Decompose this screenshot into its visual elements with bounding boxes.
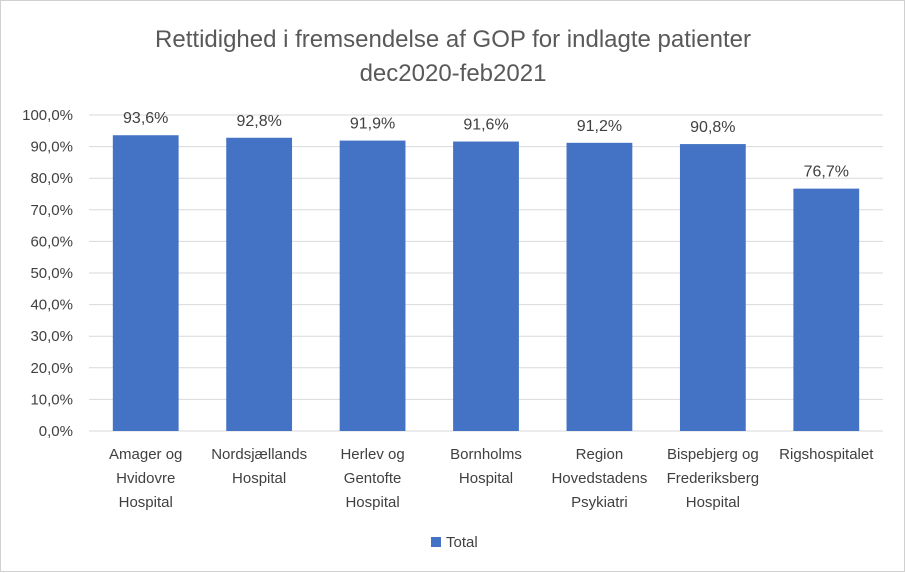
category-label-5-line-1: Frederiksberg bbox=[667, 470, 760, 487]
category-label-1-line-1: Hospital bbox=[232, 470, 286, 487]
category-label-0-line-0: Amager og bbox=[109, 446, 182, 463]
y-tick-label-40: 40,0% bbox=[30, 297, 73, 314]
data-label-5: 90,8% bbox=[690, 119, 735, 136]
category-label-3: Bornholms Hospital bbox=[450, 446, 522, 487]
data-labels: 93,6% 92,8% 91,9% 91,6% 91,2% 90,8% 76,7% bbox=[123, 110, 849, 180]
y-tick-label-70: 70,0% bbox=[30, 202, 73, 219]
category-label-2-line-0: Herlev og bbox=[340, 446, 404, 463]
data-label-6: 76,7% bbox=[804, 164, 849, 181]
bar-5 bbox=[679, 144, 746, 431]
data-label-1: 92,8% bbox=[236, 113, 281, 130]
data-label-0: 93,6% bbox=[123, 110, 168, 127]
y-tick-label-50: 50,0% bbox=[30, 265, 73, 282]
category-label-2: Herlev og Gentofte Hospital bbox=[340, 446, 404, 511]
y-tick-label-0: 0,0% bbox=[39, 423, 73, 440]
y-tick-label-90: 90,0% bbox=[30, 139, 73, 156]
category-label-6-line-0: Rigshospitalet bbox=[779, 446, 874, 463]
category-label-0-line-2: Hospital bbox=[119, 494, 173, 511]
category-label-2-line-2: Hospital bbox=[345, 494, 399, 511]
y-axis-ticks: 0,0% 10,0% 20,0% 30,0% 40,0% 50,0% 60,0% 70,0% 8… bbox=[22, 107, 73, 440]
category-label-4: Region Hovedstadens Psykiatri bbox=[551, 446, 647, 511]
category-label-5-line-0: Bispebjerg og bbox=[667, 446, 759, 463]
category-labels: Amager og Hvidovre Hospital Nordsjællands Ho… bbox=[109, 446, 874, 511]
category-label-0: Amager og Hvidovre Hospital bbox=[109, 446, 182, 511]
bar-0 bbox=[112, 135, 179, 431]
y-tick-label-60: 60,0% bbox=[30, 233, 73, 250]
chart-title-line-1: Rettidighed i fremsendelse af GOP for in… bbox=[155, 26, 751, 53]
legend: Total bbox=[431, 534, 478, 551]
y-tick-label-100: 100,0% bbox=[22, 107, 73, 124]
category-label-4-line-1: Hovedstadens bbox=[551, 470, 647, 487]
category-label-2-line-1: Gentofte bbox=[344, 470, 402, 487]
bar-2 bbox=[339, 140, 406, 431]
category-label-4-line-0: Region bbox=[576, 446, 624, 463]
category-label-0-line-1: Hvidovre bbox=[116, 470, 175, 487]
bar-3 bbox=[453, 141, 519, 431]
bar-6 bbox=[793, 188, 860, 431]
bar-4 bbox=[566, 142, 633, 432]
y-tick-label-80: 80,0% bbox=[30, 170, 73, 187]
bar-1 bbox=[226, 137, 293, 431]
y-tick-label-20: 20,0% bbox=[30, 360, 73, 377]
bars bbox=[112, 135, 860, 432]
category-label-5-line-2: Hospital bbox=[686, 494, 740, 511]
data-label-2: 91,9% bbox=[350, 116, 395, 133]
y-tick-label-30: 30,0% bbox=[30, 328, 73, 345]
y-tick-label-10: 10,0% bbox=[30, 391, 73, 408]
category-label-5: Bispebjerg og Frederiksberg Hospital bbox=[667, 446, 760, 511]
category-label-1: Nordsjællands Hospital bbox=[211, 446, 307, 487]
data-label-4: 91,2% bbox=[577, 118, 622, 135]
legend-label-total: Total bbox=[446, 534, 478, 551]
category-label-4-line-2: Psykiatri bbox=[571, 494, 628, 511]
category-label-3-line-1: Hospital bbox=[459, 470, 513, 487]
data-label-3: 91,6% bbox=[463, 117, 508, 134]
category-label-3-line-0: Bornholms bbox=[450, 446, 522, 463]
chart-title-line-2: dec2020-feb2021 bbox=[360, 60, 547, 87]
category-label-6: Rigshospitalet bbox=[779, 446, 874, 463]
legend-swatch-total bbox=[431, 537, 441, 547]
category-label-1-line-0: Nordsjællands bbox=[211, 446, 307, 463]
